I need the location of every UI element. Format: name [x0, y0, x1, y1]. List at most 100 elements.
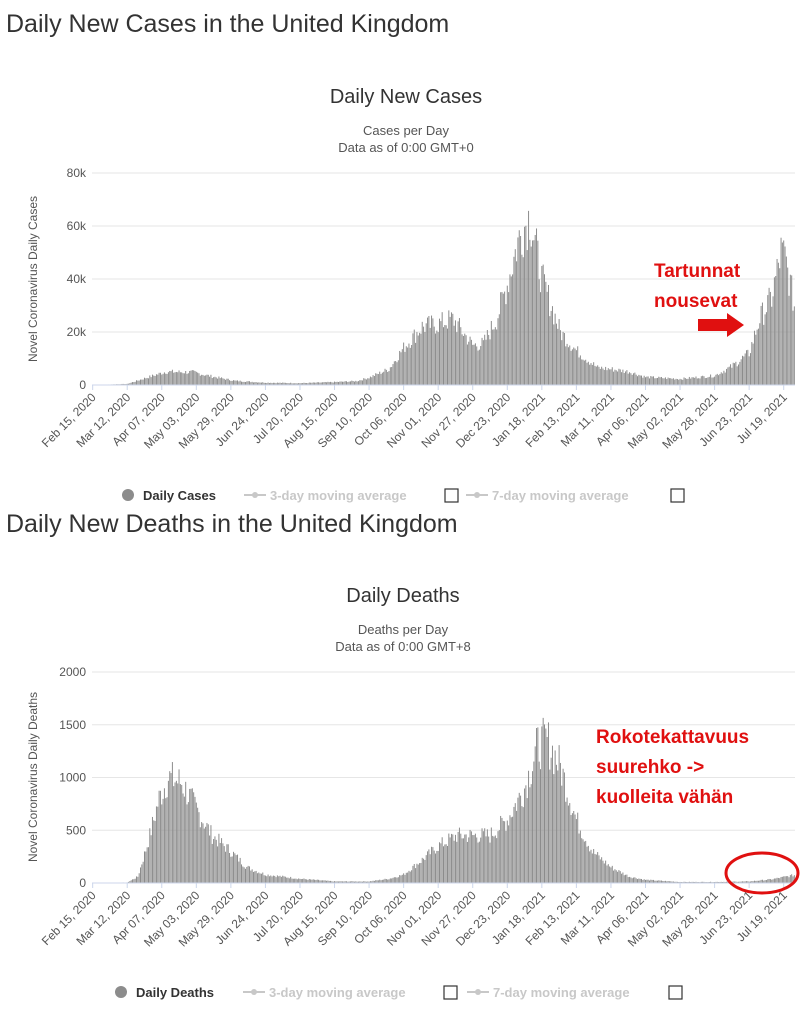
legend-item-daily-cases[interactable]: Daily Cases: [122, 488, 216, 503]
bar: [334, 881, 336, 883]
bar: [424, 859, 426, 883]
bar: [607, 368, 609, 385]
bar: [458, 318, 460, 385]
bar: [538, 279, 540, 385]
bar: [388, 879, 390, 883]
bar: [454, 834, 456, 883]
bar: [480, 837, 482, 883]
bar: [226, 378, 228, 385]
checkbox-7-day-average[interactable]: [668, 985, 683, 1000]
bar: [723, 370, 725, 385]
bar: [356, 381, 358, 385]
annotation-line-1: Rokotekattavuus: [596, 727, 749, 748]
bar: [435, 853, 437, 883]
bar: [233, 851, 235, 883]
bar: [444, 325, 446, 385]
bar: [375, 373, 377, 385]
bar: [594, 854, 596, 883]
bar: [634, 372, 636, 385]
bar: [650, 879, 652, 883]
bar: [268, 383, 270, 385]
legend-item-7-day-average[interactable]: 7-day moving average: [466, 488, 629, 503]
bar: [656, 880, 658, 883]
bar: [278, 876, 280, 883]
bar: [660, 880, 662, 883]
bar: [787, 267, 789, 385]
bar: [540, 769, 542, 883]
bar: [416, 332, 418, 385]
bar: [662, 378, 664, 385]
y-axis-ticks: 0 20k 40k 60k 80k: [67, 166, 87, 392]
bar: [376, 373, 378, 385]
bar: [206, 822, 208, 883]
bar: [566, 797, 568, 883]
bar: [627, 373, 629, 385]
bar: [303, 382, 305, 385]
bar: [513, 806, 515, 883]
bar: [514, 249, 516, 385]
bar: [551, 745, 553, 883]
bar: [621, 372, 623, 385]
bar: [318, 382, 320, 385]
bar: [252, 871, 254, 883]
bar: [500, 815, 502, 883]
legend-item-3-day-average[interactable]: 3-day moving average: [243, 985, 406, 1000]
bar: [381, 879, 383, 883]
checkbox-3-day-average[interactable]: [444, 488, 459, 503]
bar: [360, 380, 362, 385]
bar: [525, 785, 527, 883]
bar: [445, 844, 447, 883]
bar: [627, 877, 629, 883]
bar: [715, 374, 717, 385]
bar: [466, 344, 468, 385]
bar: [659, 880, 661, 883]
bar: [140, 867, 142, 883]
bar: [241, 864, 242, 883]
bar: [449, 316, 451, 385]
bar: [744, 353, 746, 385]
bar: [611, 865, 613, 883]
checkbox-7-day-average[interactable]: [670, 488, 685, 503]
legend-item-7-day-average[interactable]: 7-day moving average: [467, 985, 630, 1000]
chart-subtitle-line-1: Deaths per Day: [358, 622, 449, 637]
bar: [437, 332, 439, 385]
bar: [229, 380, 231, 385]
bar: [441, 837, 443, 883]
bar: [128, 383, 130, 385]
bar: [294, 878, 296, 883]
bar: [270, 382, 272, 385]
bar: [643, 879, 645, 883]
bar: [597, 365, 599, 385]
bar: [327, 381, 329, 385]
bar: [345, 881, 347, 883]
bar: [504, 821, 506, 883]
bar: [544, 724, 545, 883]
bar: [448, 310, 450, 385]
bar: [694, 881, 696, 883]
bar: [347, 382, 349, 385]
bar: [340, 881, 342, 883]
checkbox-3-day-average[interactable]: [443, 985, 458, 1000]
bar: [558, 745, 560, 883]
bar: [443, 846, 444, 883]
bar: [225, 379, 227, 385]
bar: [458, 827, 460, 883]
bar: [559, 330, 561, 385]
bar: [142, 861, 144, 883]
legend-item-daily-deaths[interactable]: Daily Deaths: [115, 985, 214, 1000]
daily-deaths-chart: Daily Deaths Deaths per Day Data as of 0…: [26, 585, 800, 1000]
bar: [598, 855, 600, 883]
bar: [288, 383, 290, 385]
bar: [395, 361, 397, 385]
bar: [157, 374, 159, 385]
legend-item-3-day-average[interactable]: 3-day moving average: [244, 488, 407, 503]
annotation-line-2: suurehko ->: [596, 757, 704, 778]
bar: [371, 881, 373, 883]
bar: [593, 362, 595, 385]
bar: [331, 382, 333, 385]
bar: [634, 877, 636, 883]
bar: [688, 376, 690, 385]
bar: [134, 878, 136, 883]
y-tick-label: 500: [66, 823, 86, 837]
